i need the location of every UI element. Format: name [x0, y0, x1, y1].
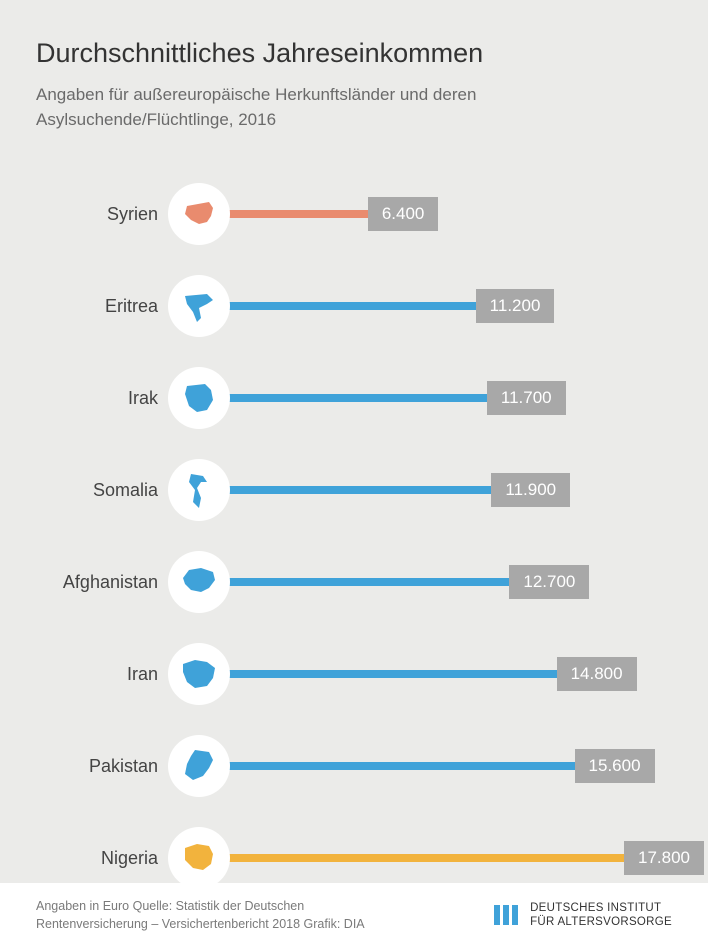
- logo-icon: [492, 901, 520, 929]
- bar: [224, 394, 487, 402]
- value-badge: 11.700: [487, 381, 566, 415]
- value-badge: 11.200: [476, 289, 555, 323]
- country-label: Syrien: [36, 204, 168, 225]
- value-badge: 6.400: [368, 197, 439, 231]
- chart-row: Eritrea 11.200: [36, 260, 672, 352]
- chart-row: Syrien 6.400: [36, 168, 672, 260]
- country-icon-irak: [168, 367, 230, 429]
- bar: [224, 578, 509, 586]
- chart-container: Durchschnittliches Jahreseinkommen Angab…: [0, 0, 708, 904]
- chart-row: Irak 11.700: [36, 352, 672, 444]
- chart-row: Pakistan 15.600: [36, 720, 672, 812]
- country-label: Pakistan: [36, 756, 168, 777]
- country-label: Nigeria: [36, 848, 168, 869]
- country-icon-somalia: [168, 459, 230, 521]
- country-icon-pakistan: [168, 735, 230, 797]
- footer-logo-text: DEUTSCHES INSTITUT FÜR ALTERSVORSORGE: [530, 901, 672, 930]
- country-label: Somalia: [36, 480, 168, 501]
- value-badge: 14.800: [557, 657, 637, 691]
- chart-rows: Syrien 6.400 Eritrea 11.200 Irak: [36, 168, 672, 904]
- bar-wrap: 11.900: [224, 486, 672, 494]
- chart-row: Iran 14.800: [36, 628, 672, 720]
- bar: [224, 486, 491, 494]
- logo-line1: DEUTSCHES INSTITUT: [530, 902, 661, 914]
- bar-wrap: 12.700: [224, 578, 672, 586]
- logo-line2: FÜR ALTERSVORSORGE: [530, 916, 672, 928]
- footer-line2: Rentenversicherung – Versichertenbericht…: [36, 917, 365, 931]
- bar: [224, 762, 575, 770]
- chart-subtitle: Angaben für außereuropäische Herkunftslä…: [36, 83, 672, 132]
- bar: [224, 670, 557, 678]
- chart-title: Durchschnittliches Jahreseinkommen: [36, 38, 672, 69]
- country-icon-eritrea: [168, 275, 230, 337]
- bar: [224, 302, 476, 310]
- country-label: Afghanistan: [36, 572, 168, 593]
- footer-source: Angaben in Euro Quelle: Statistik der De…: [36, 897, 365, 935]
- bar: [224, 854, 624, 862]
- bar-wrap: 6.400: [224, 210, 672, 218]
- country-label: Irak: [36, 388, 168, 409]
- bar-wrap: 11.200: [224, 302, 672, 310]
- country-icon-nigeria: [168, 827, 230, 889]
- value-badge: 17.800: [624, 841, 704, 875]
- country-label: Eritrea: [36, 296, 168, 317]
- value-badge: 11.900: [491, 473, 570, 507]
- country-icon-iran: [168, 643, 230, 705]
- value-badge: 15.600: [575, 749, 655, 783]
- chart-row: Afghanistan 12.700: [36, 536, 672, 628]
- chart-row: Somalia 11.900: [36, 444, 672, 536]
- country-icon-syrien: [168, 183, 230, 245]
- bar-wrap: 11.700: [224, 394, 672, 402]
- bar-wrap: 17.800: [224, 854, 672, 862]
- footer: Angaben in Euro Quelle: Statistik der De…: [0, 883, 708, 948]
- country-label: Iran: [36, 664, 168, 685]
- bar: [224, 210, 368, 218]
- country-icon-afghanistan: [168, 551, 230, 613]
- bar-wrap: 15.600: [224, 762, 672, 770]
- value-badge: 12.700: [509, 565, 589, 599]
- bar-wrap: 14.800: [224, 670, 672, 678]
- footer-logo: DEUTSCHES INSTITUT FÜR ALTERSVORSORGE: [492, 901, 672, 930]
- footer-line1: Angaben in Euro Quelle: Statistik der De…: [36, 899, 304, 913]
